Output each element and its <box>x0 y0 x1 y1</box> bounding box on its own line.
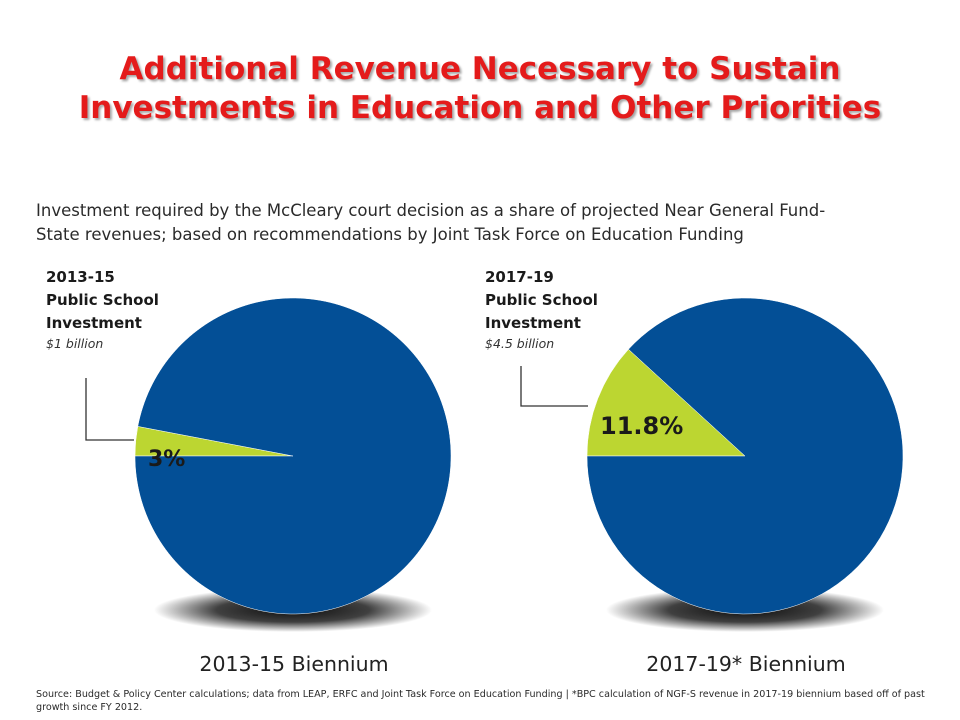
callout-2013-15-amount: $1 billion <box>46 336 104 351</box>
chart-subtitle: Investment required by the McCleary cour… <box>36 201 826 244</box>
source-note: Source: Budget & Policy Center calculati… <box>36 689 925 713</box>
callout-leader-2013-15 <box>85 378 134 441</box>
pie-label-2017-19: 11.8% <box>600 412 683 440</box>
callout-2017-19: 2017-19 Public School Investment $4.5 bi… <box>485 266 598 353</box>
callout-2013-15-period: 2013-15 <box>46 268 115 286</box>
pie-title-2013-15: 2013-15 Biennium <box>199 652 389 676</box>
callout-2013-15-label2: Investment <box>46 314 142 332</box>
callout-2017-19-amount: $4.5 billion <box>485 336 555 351</box>
callout-leader-2017-19 <box>520 366 588 407</box>
callout-2013-15-label: Public School <box>46 291 159 309</box>
pie-slice-2013-15-1 <box>134 297 452 615</box>
title-line-2: Investments in Education and Other Prior… <box>78 90 882 126</box>
callout-2017-19-label: Public School <box>485 291 598 309</box>
title-line-1: Additional Revenue Necessary to Sustain <box>119 51 841 87</box>
pie-title-2017-19: 2017-19* Biennium <box>646 652 846 676</box>
pie-label-2013-15: 3% <box>148 447 185 472</box>
callout-2017-19-label2: Investment <box>485 314 581 332</box>
pie-slice-2017-19-0 <box>586 348 746 457</box>
callout-2017-19-period: 2017-19 <box>485 268 554 286</box>
callout-2013-15: 2013-15 Public School Investment $1 bill… <box>46 266 159 353</box>
slide-title: Additional Revenue Necessary to Sustain … <box>0 50 960 128</box>
pie-slice-2017-19-1 <box>586 297 904 615</box>
